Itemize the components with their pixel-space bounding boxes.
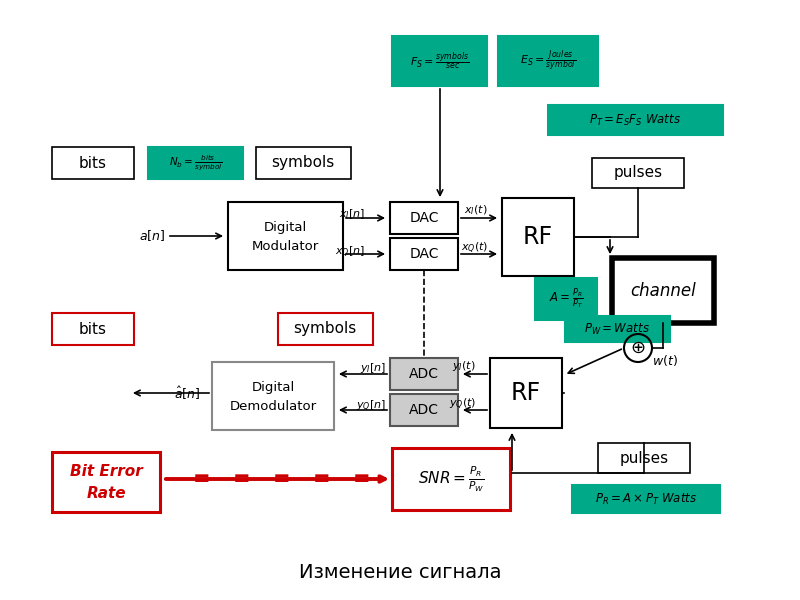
Text: bits: bits [79,322,107,337]
Text: $x_I(t)$: $x_I(t)$ [464,203,488,217]
Text: $w(t)$: $w(t)$ [652,352,678,367]
Text: Изменение сигнала: Изменение сигнала [298,563,502,581]
FancyBboxPatch shape [392,448,510,510]
FancyBboxPatch shape [228,202,343,270]
FancyBboxPatch shape [392,36,487,86]
Text: $y_I[n]$: $y_I[n]$ [360,361,386,375]
Text: =: = [353,469,371,489]
FancyBboxPatch shape [490,358,562,428]
Text: $x_Q(t)$: $x_Q(t)$ [461,241,488,256]
Text: Modulator: Modulator [251,239,318,253]
FancyBboxPatch shape [52,313,134,345]
Text: =: = [193,469,211,489]
FancyBboxPatch shape [390,394,458,426]
Text: symbols: symbols [294,322,357,337]
FancyBboxPatch shape [535,278,597,320]
Text: RF: RF [511,381,541,405]
Text: symbols: symbols [271,155,334,170]
Text: Demodulator: Demodulator [230,400,317,413]
Text: Rate: Rate [86,485,126,500]
Text: $y_Q(t)$: $y_Q(t)$ [449,397,476,412]
FancyBboxPatch shape [52,452,160,512]
Text: DAC: DAC [410,211,438,225]
Text: $N_b = \frac{bits}{symbol}$: $N_b = \frac{bits}{symbol}$ [169,154,223,173]
Text: $a[n]$: $a[n]$ [138,229,165,244]
FancyBboxPatch shape [498,36,598,86]
Text: pulses: pulses [619,451,669,466]
Text: ADC: ADC [409,403,439,417]
Text: $E_S = \frac{Joules}{symbol}$: $E_S = \frac{Joules}{symbol}$ [520,48,576,74]
Text: $\hat{a}[n]$: $\hat{a}[n]$ [174,385,200,401]
Text: pulses: pulses [614,166,662,181]
Text: $P_W = Watts$: $P_W = Watts$ [584,322,650,337]
Text: =: = [233,469,251,489]
FancyBboxPatch shape [612,258,714,323]
Text: DAC: DAC [410,247,438,261]
FancyBboxPatch shape [572,485,720,513]
Text: bits: bits [79,155,107,170]
Text: $SNR = \frac{P_R}{P_W}$: $SNR = \frac{P_R}{P_W}$ [418,464,484,494]
FancyBboxPatch shape [548,105,723,135]
Text: $y_Q[n]$: $y_Q[n]$ [356,398,386,413]
Text: $A = \frac{P_R}{P_T}$: $A = \frac{P_R}{P_T}$ [549,287,583,311]
FancyBboxPatch shape [278,313,373,345]
Text: $x_I[n]$: $x_I[n]$ [338,207,365,221]
Text: $\oplus$: $\oplus$ [630,339,646,357]
Text: $P_T = E_S F_S\ Watts$: $P_T = E_S F_S\ Watts$ [589,112,681,128]
Text: $F_S = \frac{symbols}{sec}$: $F_S = \frac{symbols}{sec}$ [410,50,470,72]
Text: =: = [313,469,331,489]
FancyBboxPatch shape [212,362,334,430]
FancyBboxPatch shape [256,147,351,179]
FancyBboxPatch shape [390,202,458,234]
Text: =: = [273,469,291,489]
Text: Digital: Digital [251,382,294,395]
Text: Digital: Digital [263,221,306,235]
FancyBboxPatch shape [592,158,684,188]
FancyBboxPatch shape [565,316,670,342]
FancyBboxPatch shape [598,443,690,473]
FancyBboxPatch shape [390,358,458,390]
Text: RF: RF [523,225,553,249]
FancyBboxPatch shape [390,238,458,270]
Text: ADC: ADC [409,367,439,381]
Text: channel: channel [630,282,696,300]
Text: $y_I(t)$: $y_I(t)$ [452,359,476,373]
Text: Bit Error: Bit Error [70,464,142,479]
FancyBboxPatch shape [52,147,134,179]
Text: $x_Q[n]$: $x_Q[n]$ [335,244,365,260]
FancyBboxPatch shape [148,147,243,179]
Text: $P_R = A \times P_T\ Watts$: $P_R = A \times P_T\ Watts$ [595,491,697,506]
FancyBboxPatch shape [502,198,574,276]
